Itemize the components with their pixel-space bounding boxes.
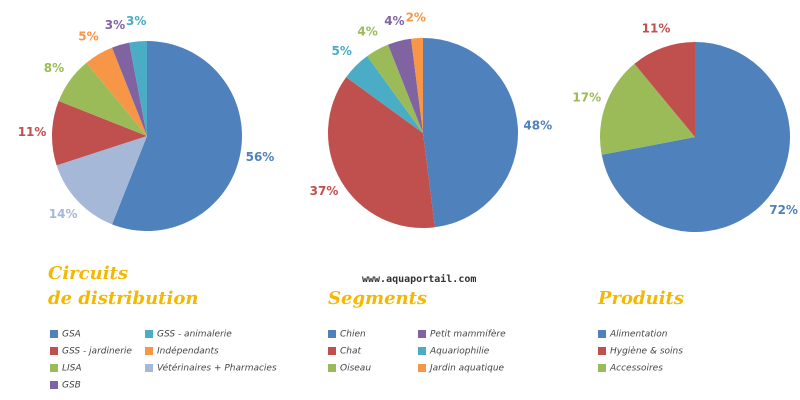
value-label: 11% (18, 125, 47, 139)
pie-slice (634, 42, 695, 137)
pie-slice (600, 63, 695, 155)
value-label: 11% (642, 21, 671, 35)
legend-label: Chien (340, 330, 366, 340)
legend-swatch (328, 330, 336, 338)
legend-label: Alimentation (609, 330, 668, 340)
pie-slice (388, 38, 423, 134)
legend-label: Indépendants (157, 346, 219, 357)
pie-slice (86, 47, 147, 136)
pie-slice (129, 41, 147, 136)
legend-swatch (50, 364, 58, 372)
pie-slice (367, 44, 423, 133)
value-label: 3% (126, 14, 146, 28)
legend-label: Jardin aquatique (428, 364, 505, 374)
value-label: 14% (49, 207, 78, 221)
legend-swatch (50, 330, 58, 338)
value-label: 48% (523, 118, 552, 132)
legend-swatch (328, 347, 336, 355)
legend-label: LISA (62, 364, 82, 374)
legend-label: GSS - animalerie (157, 330, 232, 340)
pie-slice (112, 42, 147, 137)
value-label: 17% (572, 91, 601, 105)
pie-slice (327, 77, 435, 229)
legend-label: Accessoires (609, 364, 663, 374)
value-label: 4% (384, 14, 404, 28)
value-label: 3% (105, 18, 125, 32)
pie-slice (112, 41, 242, 231)
value-label: 4% (357, 25, 377, 39)
legend-label: Chat (340, 347, 362, 357)
legend-swatch (598, 347, 606, 355)
legend-swatch (598, 330, 606, 338)
pie-slice (58, 62, 147, 137)
chart-title: Produits (597, 288, 684, 309)
legend-swatch (418, 347, 426, 355)
value-label: 8% (44, 61, 64, 75)
legend-label: Hygiène & soins (610, 346, 683, 357)
pie-slice (423, 38, 519, 228)
value-label: 72% (769, 203, 798, 217)
legend-swatch (145, 364, 153, 372)
legend-swatch (50, 347, 58, 355)
legend-label: Vétérinaires + Pharmacies (157, 363, 277, 374)
legend-label: GSB (62, 381, 81, 391)
value-label: 5% (331, 44, 351, 58)
value-label: 5% (78, 30, 98, 44)
legend-swatch (328, 364, 336, 372)
pie-slice (601, 42, 790, 232)
value-label: 37% (310, 184, 339, 198)
legend-swatch (145, 330, 153, 338)
pie-slice (411, 38, 423, 133)
chart-title: Segments (328, 288, 427, 309)
legend-label: GSA (62, 330, 81, 340)
legend-swatch (418, 330, 426, 338)
chart-title: Circuits de distribution (48, 263, 198, 309)
legend-label: Oiseau (340, 364, 371, 374)
legend-label: Aquariophilie (429, 347, 490, 357)
pie-slice (52, 101, 148, 166)
value-label: 2% (406, 11, 426, 25)
value-label: 56% (246, 150, 275, 164)
legend-swatch (50, 381, 58, 389)
watermark: www.aquaportail.com (362, 273, 476, 285)
legend-label: Petit mammifère (430, 329, 506, 340)
legend-swatch (598, 364, 606, 372)
legend-swatch (418, 364, 426, 372)
pie-slice (346, 56, 423, 133)
legend-label: GSS - jardinerie (62, 347, 132, 357)
pie-slice (56, 136, 148, 225)
legend-swatch (145, 347, 153, 355)
